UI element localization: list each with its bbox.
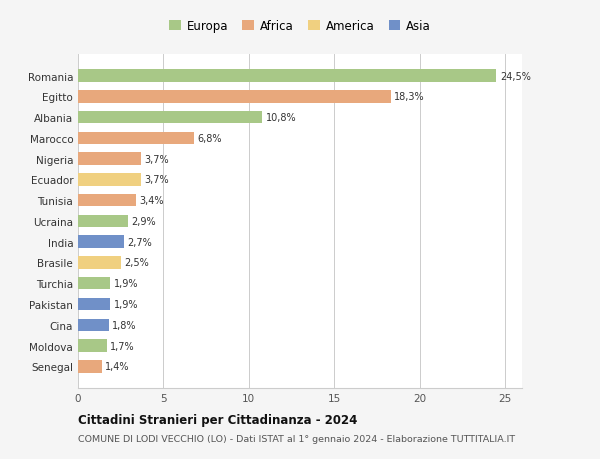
Bar — [78, 215, 128, 228]
Text: 10,8%: 10,8% — [266, 113, 296, 123]
Text: 1,9%: 1,9% — [114, 299, 139, 309]
Text: 1,9%: 1,9% — [114, 279, 139, 289]
Bar — [78, 70, 496, 83]
Bar — [78, 236, 124, 248]
Bar — [78, 319, 109, 331]
Bar — [78, 153, 141, 166]
Bar — [78, 340, 107, 352]
Text: 6,8%: 6,8% — [197, 134, 222, 144]
Text: 1,7%: 1,7% — [110, 341, 135, 351]
Bar — [78, 174, 141, 186]
Text: 24,5%: 24,5% — [500, 72, 530, 81]
Bar — [78, 91, 391, 103]
Text: 2,9%: 2,9% — [131, 217, 155, 226]
Text: 3,7%: 3,7% — [145, 175, 169, 185]
Text: 2,5%: 2,5% — [124, 258, 149, 268]
Bar — [78, 257, 121, 269]
Text: 1,8%: 1,8% — [112, 320, 137, 330]
Text: Cittadini Stranieri per Cittadinanza - 2024: Cittadini Stranieri per Cittadinanza - 2… — [78, 413, 358, 426]
Bar — [78, 132, 194, 145]
Legend: Europa, Africa, America, Asia: Europa, Africa, America, Asia — [167, 18, 433, 35]
Text: 1,4%: 1,4% — [106, 362, 130, 371]
Bar — [78, 277, 110, 290]
Text: 2,7%: 2,7% — [128, 237, 152, 247]
Text: 3,4%: 3,4% — [139, 196, 164, 206]
Bar — [78, 360, 102, 373]
Text: 18,3%: 18,3% — [394, 92, 425, 102]
Text: 3,7%: 3,7% — [145, 154, 169, 164]
Text: COMUNE DI LODI VECCHIO (LO) - Dati ISTAT al 1° gennaio 2024 - Elaborazione TUTTI: COMUNE DI LODI VECCHIO (LO) - Dati ISTAT… — [78, 434, 515, 443]
Bar — [78, 195, 136, 207]
Bar — [78, 298, 110, 311]
Bar — [78, 112, 262, 124]
